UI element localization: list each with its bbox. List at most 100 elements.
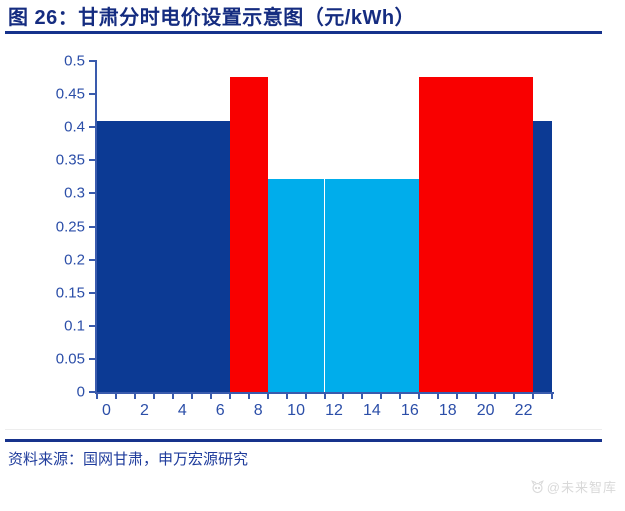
figure-title: 图 26：甘肃分时电价设置示意图（元/kWh） (8, 7, 416, 29)
x-tick-label: 20 (476, 402, 495, 419)
y-tick (89, 291, 95, 294)
x-tick (342, 394, 345, 399)
bar-hour-7 (229, 76, 249, 392)
y-tick-label: 0.15 (55, 284, 85, 302)
x-tick (380, 394, 383, 399)
y-tick-label: 0.45 (55, 85, 85, 103)
footer-divider (5, 439, 602, 442)
y-tick (89, 192, 95, 195)
bar-hour-10 (286, 178, 306, 392)
x-axis-line (95, 392, 554, 394)
y-tick-label: 0.05 (55, 350, 85, 368)
bars-area (97, 61, 552, 392)
x-tick (323, 394, 326, 399)
title-underline (5, 31, 602, 34)
bar-hour-8 (248, 76, 268, 392)
x-tick (475, 394, 478, 399)
x-tick (190, 394, 193, 399)
x-tick-label: 14 (362, 402, 381, 419)
bar-hour-6 (210, 120, 230, 392)
x-tick (456, 394, 459, 399)
source-text: 资料来源：国网甘肃，申万宏源研究 (8, 451, 249, 468)
bar-hour-20 (476, 76, 496, 392)
x-tick (228, 394, 231, 399)
bar-hour-2 (134, 120, 154, 392)
tou-price-bar-chart: 0 0.05 0.1 0.15 0.2 0.25 0.3 0.35 0.4 0.45 0.5 0 2 4… (0, 40, 625, 430)
x-tick (266, 394, 269, 399)
x-tick (494, 394, 497, 399)
bar-hour-11 (305, 178, 325, 392)
x-axis-labels: 0 2 4 6 8 10 12 14 16 18 20 22 (97, 402, 552, 422)
watermark-text: @未来智库 (546, 480, 617, 495)
x-tick (133, 394, 136, 399)
y-tick-label: 0.25 (55, 218, 85, 235)
x-tick-label: 16 (400, 402, 419, 419)
y-tick-label: 0 (76, 383, 85, 401)
x-tick-label: 2 (139, 402, 149, 419)
y-tick-label: 0.1 (64, 317, 85, 335)
y-tick-label: 0.35 (55, 151, 85, 169)
x-tick (285, 394, 288, 399)
y-axis-line (95, 60, 97, 394)
x-tick (171, 394, 174, 399)
x-tick (532, 394, 535, 399)
bar-hour-12 (324, 178, 344, 392)
y-tick (89, 324, 95, 327)
x-tick (418, 394, 421, 399)
bar-hour-5 (191, 120, 211, 392)
y-tick (89, 60, 95, 62)
y-tick (89, 357, 95, 360)
x-tick (551, 394, 553, 399)
y-tick-label: 0.5 (64, 52, 85, 70)
y-tick (89, 93, 95, 96)
bar-hour-1 (115, 120, 135, 392)
bar-hour-18 (438, 76, 458, 392)
y-tick (89, 225, 95, 228)
x-tick (209, 394, 212, 399)
y-tick (89, 126, 95, 129)
y-tick (89, 159, 95, 162)
y-tick-label: 0.4 (64, 118, 85, 136)
x-tick-label: 10 (287, 402, 305, 419)
watermark: @未来智库 (530, 477, 617, 496)
bar-hour-14 (362, 178, 382, 392)
y-tick-label: 0.3 (64, 184, 85, 202)
y-tick-label: 0.2 (64, 251, 85, 269)
x-tick (152, 394, 155, 399)
x-tick (96, 394, 98, 399)
bar-hour-17 (419, 76, 439, 392)
x-tick (361, 394, 364, 399)
bar-hour-22 (514, 76, 534, 392)
watermark-logo-icon (530, 480, 544, 494)
y-tick (89, 391, 95, 393)
x-tick-label: 6 (215, 402, 225, 419)
x-tick-label: 12 (325, 402, 343, 419)
x-tick (304, 394, 307, 399)
x-tick (399, 394, 402, 399)
bar-hour-15 (381, 178, 401, 392)
x-tick-label: 0 (102, 402, 111, 419)
x-tick (247, 394, 250, 399)
bar-hour-21 (495, 76, 515, 392)
y-tick (89, 258, 95, 261)
y-axis-ticks (89, 60, 95, 393)
x-tick-label: 4 (177, 402, 187, 419)
bar-hour-3 (153, 120, 173, 392)
bar-hour-19 (457, 76, 477, 392)
x-tick-label: 22 (514, 402, 533, 419)
x-tick (437, 394, 440, 399)
x-tick (513, 394, 516, 399)
bar-hour-13 (343, 178, 363, 392)
bar-hour-4 (172, 120, 192, 392)
bar-hour-0 (97, 120, 116, 392)
faint-divider (5, 429, 602, 430)
x-tick-label: 18 (438, 402, 457, 419)
bar-hour-23 (533, 120, 552, 392)
bar-hour-9 (267, 178, 287, 392)
x-tick (114, 394, 117, 399)
y-axis-labels: 0 0.05 0.1 0.15 0.2 0.25 0.3 0.35 0.4 0.45 0.5 (0, 53, 85, 401)
bar-hour-16 (400, 178, 420, 392)
x-tick-label: 8 (253, 402, 263, 419)
x-axis-ticks (96, 394, 553, 399)
